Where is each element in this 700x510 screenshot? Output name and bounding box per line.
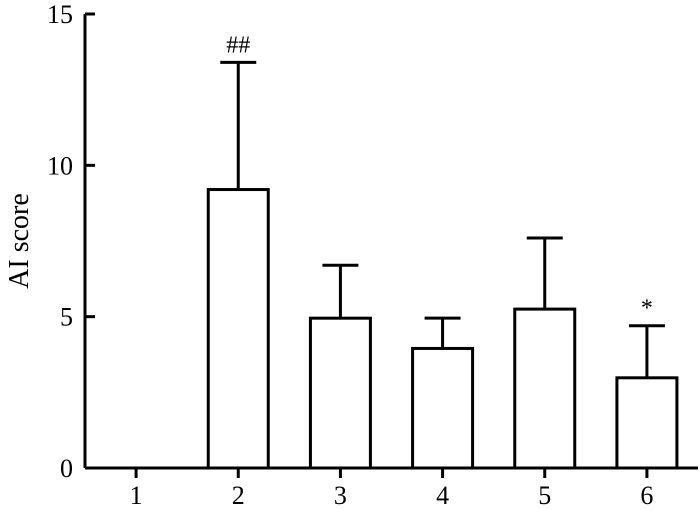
bar — [308, 316, 372, 470]
significance-marker: ## — [226, 32, 250, 58]
x-tick-label: 6 — [640, 481, 653, 510]
bar — [411, 346, 475, 470]
bar — [513, 307, 577, 470]
y-tick-label: 0 — [60, 454, 73, 483]
bar — [615, 376, 679, 470]
significance-annotations: ## * — [226, 32, 653, 321]
x-tick-labels: 1 2 3 4 5 6 — [130, 481, 654, 510]
y-tick-label: 5 — [60, 303, 73, 332]
axes — [83, 12, 698, 478]
y-axis-label: AI score — [4, 193, 35, 289]
bars — [206, 188, 679, 470]
y-tick-label: 15 — [47, 0, 73, 29]
bar — [206, 188, 270, 470]
x-tick-label: 1 — [130, 481, 143, 510]
x-tick-label: 5 — [538, 481, 551, 510]
x-tick-label: 4 — [436, 481, 449, 510]
x-tick-label: 2 — [232, 481, 245, 510]
x-tick-label: 3 — [334, 481, 347, 510]
y-tick-label: 10 — [47, 151, 73, 180]
significance-marker: * — [641, 296, 653, 322]
error-bars — [220, 60, 665, 378]
y-tick-labels: 0 5 10 15 — [47, 0, 73, 483]
